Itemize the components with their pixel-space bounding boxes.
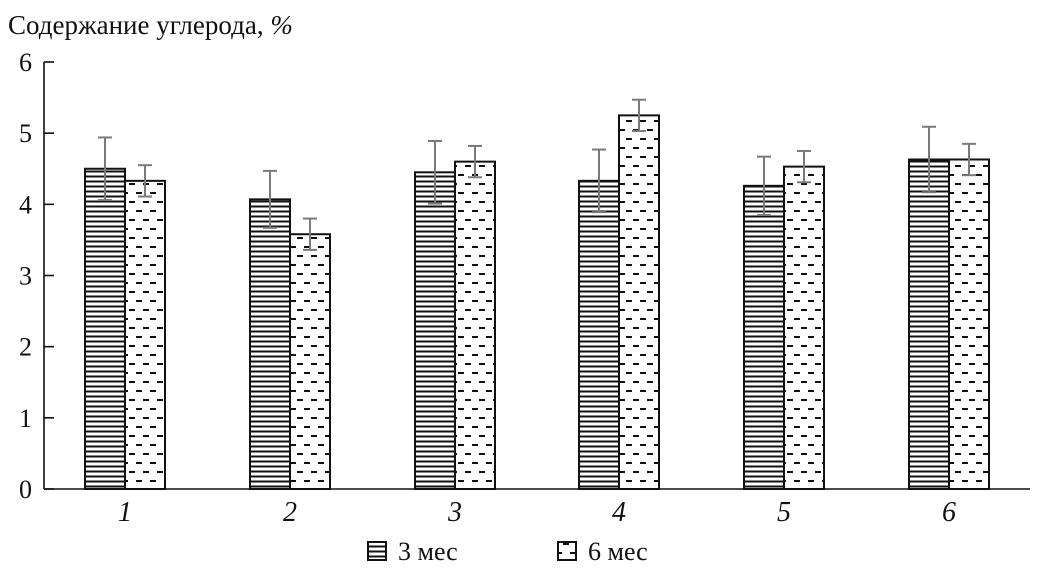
bar-3mes-1 — [84, 167, 126, 490]
bar-6mes-3 — [454, 160, 496, 490]
bar-6mes-5 — [783, 165, 825, 491]
bar-6mes-6 — [948, 158, 990, 491]
x-tick-label: 5 — [777, 497, 791, 528]
y-tick-label: 1 — [19, 404, 32, 433]
error-bar-3mes-1 — [98, 136, 112, 202]
error-bar-3mes-4 — [592, 148, 606, 214]
bar-6mes-2 — [289, 233, 331, 490]
legend-label: 6 мес — [588, 537, 648, 566]
bar-3mes-2 — [249, 198, 291, 491]
bars-group — [84, 98, 990, 491]
y-axis-title-main: Содержание углерода, — [8, 10, 270, 40]
x-axis: 1 2 3 4 5 6 — [44, 488, 1030, 528]
error-bar-6mes-6 — [962, 142, 976, 177]
bar-3mes-5 — [743, 184, 785, 491]
bar-group-5 — [743, 149, 825, 491]
y-tick-label: 5 — [19, 119, 32, 148]
error-bar-6mes-2 — [303, 217, 317, 251]
error-bar-6mes-4 — [632, 98, 646, 133]
legend-swatch-6mes — [557, 541, 577, 561]
x-tick-label: 1 — [118, 497, 132, 528]
y-tick-label: 3 — [19, 262, 32, 291]
legend-swatch-3mes — [367, 541, 387, 561]
y-tick-label: 2 — [19, 333, 32, 362]
x-tick-label: 4 — [612, 497, 626, 528]
error-bar-3mes-6 — [922, 125, 936, 194]
x-tick-label: 3 — [447, 497, 462, 528]
x-tick-label: 2 — [283, 497, 297, 528]
y-axis: 0 1 2 3 4 5 6 — [19, 48, 54, 504]
bar-group-4 — [578, 98, 660, 490]
y-axis-title-unit: % — [270, 10, 293, 40]
error-bar-3mes-5 — [757, 155, 771, 217]
error-bar-6mes-1 — [138, 164, 152, 198]
error-bar-6mes-3 — [468, 144, 482, 179]
y-axis-title: Содержание углерода, % — [8, 10, 293, 40]
y-tick-label: 0 — [19, 475, 32, 504]
legend: 3 мес 6 мес — [367, 537, 648, 566]
bar-3mes-4 — [578, 179, 620, 490]
bar-group-3 — [414, 139, 496, 491]
legend-label: 3 мес — [398, 537, 458, 566]
error-bar-3mes-3 — [428, 139, 442, 205]
bar-group-2 — [249, 169, 331, 491]
bar-6mes-1 — [124, 179, 166, 490]
error-bar-6mes-5 — [797, 149, 811, 184]
bar-group-1 — [84, 136, 166, 490]
bar-3mes-3 — [414, 171, 456, 491]
legend-item-6mes: 6 мес — [557, 537, 648, 566]
bar-3mes-6 — [908, 158, 950, 491]
error-bar-3mes-2 — [263, 169, 277, 229]
y-tick-label: 6 — [19, 48, 32, 77]
legend-item-3mes: 3 мес — [367, 537, 458, 566]
y-tick-label: 4 — [19, 190, 32, 219]
bar-group-6 — [908, 125, 990, 491]
bar-6mes-4 — [618, 114, 660, 490]
x-tick-label: 6 — [942, 497, 956, 528]
